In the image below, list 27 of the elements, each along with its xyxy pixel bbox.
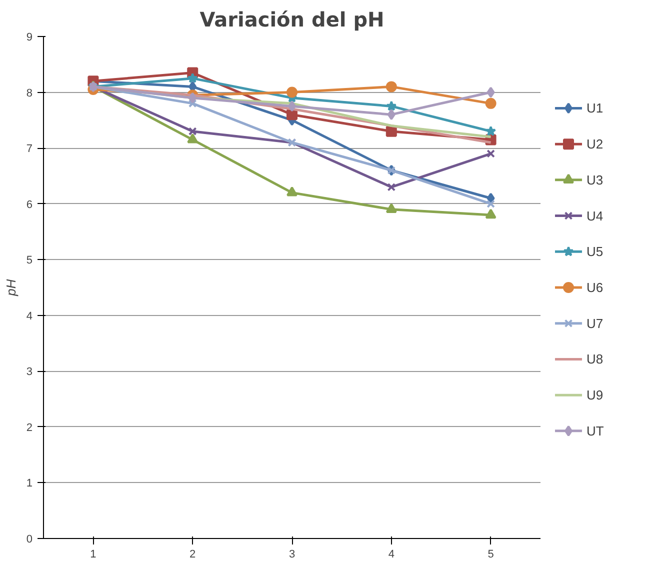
legend-label: U6 — [586, 280, 604, 295]
legend-label: U4 — [586, 208, 604, 224]
y-tick-label: 2 — [26, 422, 33, 434]
y-tick-label: 3 — [26, 366, 33, 378]
legend-label: U1 — [586, 100, 604, 116]
x-tick-label: 4 — [388, 548, 394, 560]
y-tick-label: 8 — [26, 87, 33, 100]
x-tick-label: 5 — [488, 548, 494, 560]
y-tick-label: 1 — [26, 478, 33, 490]
legend-label: U8 — [586, 352, 604, 367]
legend-label: U2 — [586, 136, 604, 152]
legend-label: UT — [586, 423, 604, 438]
y-tick-label: 7 — [26, 143, 33, 156]
y-tick-label: 5 — [26, 254, 33, 267]
y-tick-label: 4 — [26, 310, 33, 322]
legend-label: U3 — [586, 172, 604, 188]
y-tick-label: 9 — [26, 32, 33, 44]
x-tick-label: 1 — [90, 548, 96, 560]
x-tick-label: 3 — [288, 548, 296, 560]
y-tick-label: 0 — [26, 534, 33, 546]
x-tick-label: 2 — [190, 548, 196, 560]
chart-title: Variación del pH — [200, 8, 384, 32]
legend-label: U5 — [586, 244, 604, 260]
y-axis-title: pH — [3, 278, 18, 297]
legend-label: U9 — [586, 388, 604, 403]
legend-label: U7 — [586, 316, 604, 331]
y-tick-label: 6 — [26, 198, 33, 211]
